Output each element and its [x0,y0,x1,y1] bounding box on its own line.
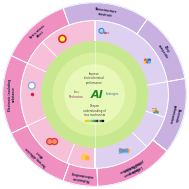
Circle shape [99,29,104,33]
Wedge shape [11,126,69,181]
Bar [119,152,127,153]
Circle shape [93,120,94,122]
Bar [104,32,105,33]
Wedge shape [94,21,168,168]
Wedge shape [63,3,147,34]
Circle shape [89,120,90,122]
Text: Lithium poor
phase formation: Lithium poor phase formation [119,159,146,178]
Circle shape [100,30,103,32]
Text: Strain-stress
effect: Strain-stress effect [29,23,50,43]
Wedge shape [3,56,28,133]
Circle shape [59,35,66,43]
Circle shape [149,59,150,61]
Circle shape [85,120,87,122]
Circle shape [48,140,51,143]
Text: Electrode
optimization: Electrode optimization [168,104,181,125]
Circle shape [125,149,129,153]
Circle shape [157,112,158,113]
Circle shape [149,61,150,63]
Wedge shape [63,164,98,186]
Circle shape [99,120,100,122]
Text: Two-way diffusion
effect: Two-way diffusion effect [25,142,51,168]
Circle shape [102,120,104,122]
Circle shape [47,139,53,145]
Circle shape [51,139,57,145]
Circle shape [154,112,155,113]
Bar [119,151,127,152]
Circle shape [30,84,34,88]
Circle shape [3,3,186,186]
Circle shape [82,154,87,160]
Wedge shape [97,140,167,186]
Circle shape [53,53,136,136]
Bar [119,149,127,150]
Text: Nanostructure
construct: Nanostructure construct [94,7,118,19]
Circle shape [153,110,154,112]
Circle shape [145,61,146,63]
Circle shape [147,61,148,63]
Text: Al: Al [91,91,104,100]
Circle shape [119,149,123,153]
Circle shape [87,120,88,122]
Circle shape [145,59,146,61]
Circle shape [86,156,89,160]
Text: Deepen
understanding of
loss mechanism: Deepen understanding of loss mechanism [83,104,106,118]
Circle shape [155,110,157,112]
Wedge shape [11,8,69,63]
Circle shape [29,82,35,89]
Text: Electronic insulating
substance: Electronic insulating substance [8,78,16,111]
Wedge shape [97,140,167,186]
Circle shape [60,37,64,41]
Wedge shape [21,21,94,168]
Circle shape [53,140,56,143]
Circle shape [42,42,147,147]
Text: PyFSi: PyFSi [152,108,158,109]
Circle shape [101,120,102,122]
Text: Improve
electrochemical
performance: Improve electrochemical performance [84,71,105,85]
Text: Strategies: Strategies [106,92,119,97]
Circle shape [91,120,92,122]
Text: Loss
Mechanism: Loss Mechanism [69,90,84,99]
Circle shape [65,65,124,124]
Wedge shape [137,19,185,82]
Circle shape [147,59,148,61]
Circle shape [97,120,98,122]
Circle shape [21,21,168,168]
Text: Surface
modification: Surface modification [121,160,143,177]
Text: Mechanism
understanding: Mechanism understanding [70,170,94,182]
Circle shape [95,120,96,122]
Wedge shape [153,79,186,151]
Text: Alloy
composite: Alloy composite [157,42,173,60]
